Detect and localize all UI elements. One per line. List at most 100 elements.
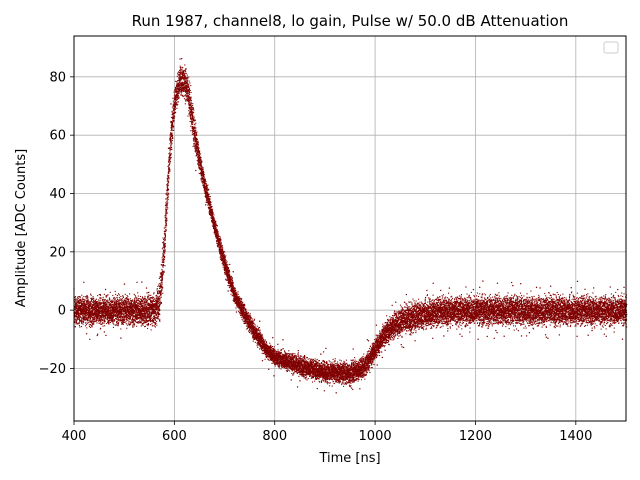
scatter-point — [129, 309, 130, 310]
scatter-point — [154, 315, 155, 316]
scatter-point — [210, 202, 211, 203]
scatter-point — [112, 302, 113, 303]
scatter-point — [166, 212, 167, 213]
scatter-point — [78, 313, 79, 314]
scatter-point — [158, 312, 159, 313]
scatter-point — [163, 259, 164, 260]
scatter-point — [191, 98, 192, 99]
scatter-point — [207, 204, 208, 205]
scatter-point — [163, 241, 164, 242]
scatter-point — [87, 323, 88, 324]
scatter-point — [178, 97, 179, 98]
scatter-point — [95, 318, 96, 319]
scatter-point — [155, 326, 156, 327]
scatter-point — [134, 298, 135, 299]
scatter-point — [168, 175, 169, 176]
scatter-point — [104, 319, 105, 320]
scatter-point — [168, 165, 169, 166]
scatter-point — [167, 213, 168, 214]
scatter-point — [202, 183, 203, 184]
scatter-point — [87, 296, 88, 297]
scatter-point — [106, 308, 107, 309]
scatter-point — [192, 105, 193, 106]
scatter-point — [148, 298, 149, 299]
scatter-point — [148, 296, 149, 297]
scatter-point — [78, 296, 79, 297]
scatter-point — [168, 189, 169, 190]
scatter-point — [128, 320, 129, 321]
scatter-point — [136, 326, 137, 327]
scatter-point — [159, 306, 160, 307]
scatter-point — [93, 298, 94, 299]
scatter-point — [116, 318, 117, 319]
scatter-point — [209, 199, 210, 200]
scatter-point — [154, 325, 155, 326]
scatter-point — [146, 305, 147, 306]
scatter-point — [86, 302, 87, 303]
scatter-point — [79, 314, 80, 315]
scatter-point — [113, 297, 114, 298]
scatter-point — [83, 324, 84, 325]
scatter-point — [185, 99, 186, 100]
scatter-point — [123, 314, 124, 315]
scatter-point — [119, 297, 120, 298]
scatter-point — [175, 106, 176, 107]
scatter-point — [79, 316, 80, 317]
scatter-point — [84, 301, 85, 302]
scatter-point — [190, 97, 191, 98]
scatter-point — [209, 194, 210, 195]
scatter-point — [162, 253, 163, 254]
scatter-point — [185, 69, 186, 70]
scatter-point — [153, 320, 154, 321]
scatter-point — [81, 295, 82, 296]
scatter-point — [104, 331, 105, 332]
scatter-point — [105, 306, 106, 307]
scatter-point — [159, 309, 160, 310]
scatter-point — [127, 302, 128, 303]
scatter-point — [184, 98, 185, 99]
scatter-point — [85, 322, 86, 323]
scatter-point — [174, 92, 175, 93]
scatter-point — [165, 198, 166, 199]
scatter-point — [145, 312, 146, 313]
scatter-point — [117, 299, 118, 300]
scatter-point — [166, 220, 167, 221]
scatter-point — [141, 281, 142, 282]
scatter-point — [110, 301, 111, 302]
scatter-point — [87, 302, 88, 303]
scatter-point — [146, 299, 147, 300]
scatter-point — [169, 164, 170, 165]
scatter-point — [81, 326, 82, 327]
scatter-point — [90, 316, 91, 317]
scatter-point — [166, 222, 167, 223]
scatter-point — [164, 256, 165, 257]
scatter-point — [109, 297, 110, 298]
scatter-point — [107, 316, 108, 317]
scatter-point — [163, 261, 164, 262]
scatter-point — [171, 133, 172, 134]
scatter-point — [101, 317, 102, 318]
scatter-point — [183, 79, 184, 80]
scatter-point — [109, 306, 110, 307]
scatter-point — [126, 328, 127, 329]
scatter-point — [128, 323, 129, 324]
scatter-point — [185, 71, 186, 72]
scatter-point — [134, 300, 135, 301]
scatter-point — [109, 322, 110, 323]
scatter-point — [195, 127, 196, 128]
scatter-point — [136, 311, 137, 312]
scatter-point — [120, 337, 121, 338]
scatter-point — [136, 310, 137, 311]
scatter-point — [142, 301, 143, 302]
scatter-point — [88, 320, 89, 321]
scatter-point — [194, 138, 195, 139]
scatter-point — [203, 172, 204, 173]
scatter-point — [165, 193, 166, 194]
scatter-point — [177, 84, 178, 85]
scatter-point — [164, 272, 165, 273]
scatter-point — [112, 295, 113, 296]
scatter-point — [153, 325, 154, 326]
scatter-point — [119, 313, 120, 314]
scatter-point — [114, 298, 115, 299]
scatter-point — [160, 283, 161, 284]
